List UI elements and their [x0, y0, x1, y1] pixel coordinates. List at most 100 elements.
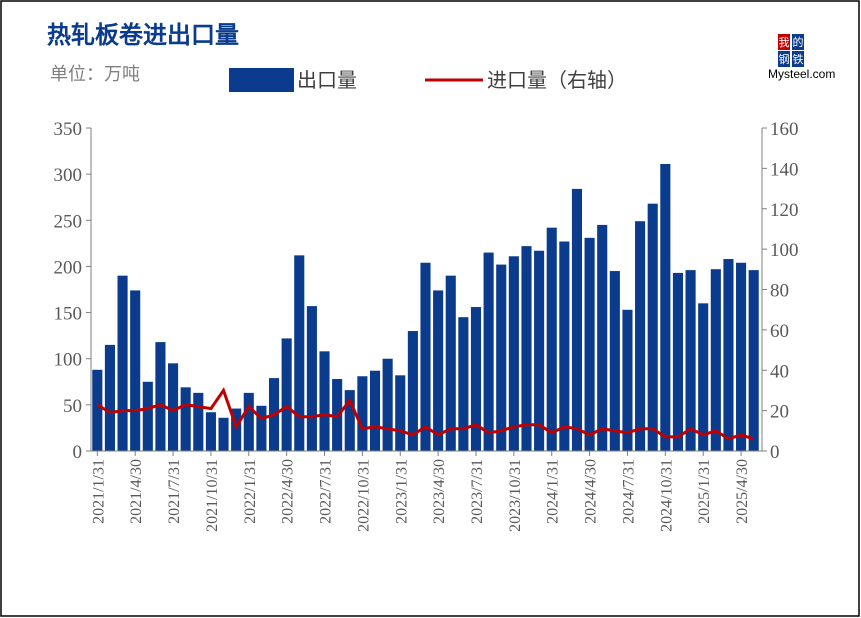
y2-tick-label: 120 [770, 200, 799, 221]
logo-box [778, 34, 790, 50]
bar [294, 255, 305, 451]
x-tick-label: 2023/4/30 [431, 459, 448, 524]
y-tick-label: 300 [54, 165, 83, 186]
bar [395, 375, 406, 451]
bar [609, 271, 620, 451]
bar [698, 303, 709, 451]
y2-tick-label: 160 [770, 119, 799, 140]
unit-label: 单位：万吨 [50, 64, 140, 84]
bar [483, 252, 494, 451]
y-tick-label: 0 [73, 442, 83, 463]
y2-tick-label: 20 [770, 402, 789, 423]
y-tick-label: 150 [54, 304, 83, 325]
bar [344, 390, 355, 451]
bar [672, 272, 684, 451]
x-tick-label: 2021/4/30 [128, 459, 145, 524]
bar [243, 392, 254, 451]
x-tick-label: 2022/4/30 [280, 459, 297, 524]
x-tick-label: 2021/10/31 [204, 459, 221, 532]
line [96, 387, 755, 441]
bar [559, 241, 570, 451]
bar [597, 224, 608, 451]
bar [155, 342, 166, 451]
x-tick-label: 2022/1/31 [242, 459, 259, 524]
bar [433, 290, 444, 451]
logo-char: 铁 [793, 53, 804, 66]
bar [496, 264, 507, 451]
logo-char: 我 [779, 36, 790, 49]
bar [748, 270, 759, 451]
y-tick-label: 100 [54, 350, 83, 371]
bar [635, 221, 646, 451]
bar [231, 408, 242, 451]
x-tick-label: 2024/1/31 [545, 459, 562, 524]
bar [685, 270, 696, 451]
bar [193, 392, 204, 451]
bar [647, 203, 658, 451]
x-tick-label: 2024/7/31 [620, 459, 637, 524]
y2-tick-label: 40 [770, 361, 789, 382]
x-tick-label: 2021/7/31 [166, 459, 183, 524]
y-tick-label: 350 [54, 119, 83, 140]
bar [571, 188, 583, 451]
legend-label: 出口量 [297, 69, 357, 92]
bar [521, 246, 532, 451]
y2-tick-label: 80 [770, 281, 789, 302]
bar [319, 351, 330, 451]
legend-swatch [229, 68, 294, 92]
bar [369, 370, 381, 451]
x-tick-label: 2023/7/31 [469, 459, 486, 524]
bar [104, 344, 115, 451]
logo-box [792, 51, 804, 67]
x-tick-label: 2025/4/30 [734, 459, 751, 524]
bar [407, 331, 418, 451]
bar [357, 376, 368, 451]
bar [534, 250, 545, 451]
y2-tick-label: 140 [770, 159, 799, 180]
logo-char: 钢 [779, 53, 790, 66]
bar [723, 259, 734, 451]
logo-text: Mysteel.com [768, 67, 835, 81]
bar [117, 275, 128, 451]
bar [205, 412, 216, 451]
logo-box [778, 51, 790, 67]
logo: 我 的 钢 铁 Mysteel.com [768, 34, 835, 81]
logo-char: 的 [793, 35, 804, 49]
x-tick-label: 2023/10/31 [507, 459, 524, 532]
bar [167, 363, 179, 451]
x-tick-label: 2025/1/31 [696, 459, 713, 524]
bar [142, 381, 153, 451]
bar [281, 338, 292, 451]
bar [508, 256, 519, 451]
chart-title: 热轧板卷进出口量 [47, 21, 239, 49]
bar [130, 290, 141, 451]
y-tick-label: 50 [63, 396, 82, 417]
bar [584, 237, 595, 451]
bar [180, 387, 191, 451]
bar [622, 309, 633, 451]
x-tick-label: 2024/4/30 [583, 459, 600, 524]
bar [382, 358, 393, 451]
bar [710, 269, 721, 451]
bar [470, 307, 482, 451]
y2-tick-label: 0 [770, 442, 780, 463]
bar [458, 317, 469, 451]
bar [420, 262, 431, 451]
legend-label: 进口量（右轴） [487, 69, 627, 92]
x-tick-label: 2022/7/31 [318, 459, 335, 524]
bar [546, 227, 557, 451]
x-tick-label: 2023/1/31 [393, 459, 410, 524]
bar [92, 369, 103, 451]
y2-tick-label: 60 [770, 321, 789, 342]
bar [445, 275, 456, 451]
logo-box [792, 34, 804, 50]
bar [256, 405, 267, 451]
x-tick-label: 2021/1/31 [90, 459, 107, 524]
x-tick-label: 2022/10/31 [355, 459, 372, 532]
bar [218, 417, 229, 451]
x-tick-label: 2024/10/31 [658, 459, 675, 532]
bar [306, 306, 317, 451]
y-tick-label: 200 [54, 257, 83, 278]
bar [736, 262, 747, 451]
